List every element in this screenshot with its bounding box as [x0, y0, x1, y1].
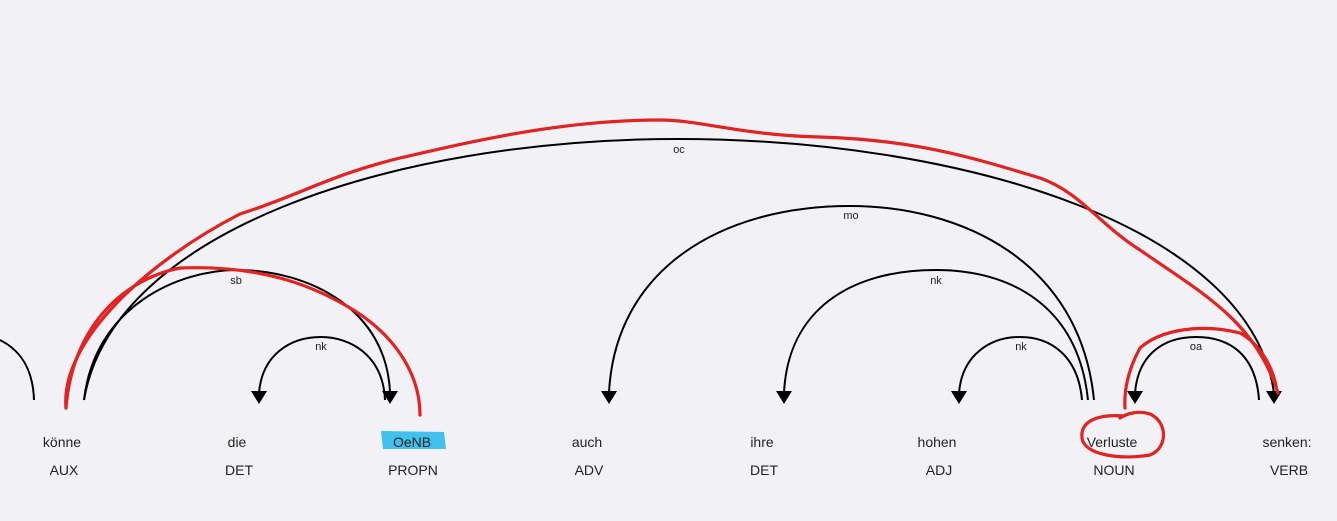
partial-arc-left	[0, 339, 35, 401]
red-stroke-oa	[1123, 326, 1278, 410]
arc-label-oa: oa	[1190, 341, 1203, 353]
arrowhead-oa	[1127, 391, 1143, 404]
token-word-senken: senken:	[1262, 434, 1311, 450]
arrowhead-oc	[1266, 391, 1282, 404]
arc-label-nk-die: nk	[315, 341, 327, 353]
red-stroke-sb	[64, 266, 422, 417]
token-word-verluste: Verluste	[1087, 434, 1138, 450]
arc-mo	[608, 204, 1095, 401]
token-tag-adj: ADJ	[926, 462, 952, 478]
token-tag-verb: VERB	[1270, 462, 1308, 478]
arc-oc	[83, 137, 1275, 401]
arc-label-oc: oc	[673, 144, 685, 156]
token-tag-det: DET	[225, 462, 253, 478]
arc-nk-ihre	[783, 268, 1089, 401]
arc-nk-die	[258, 335, 386, 401]
tokens-layer: könne AUX die DET OeNB PROPN auch ADV ih…	[43, 434, 1312, 478]
arcs-layer: oc sb nk mo nk nk oa	[83, 137, 1282, 404]
token-word-hohen: hohen	[918, 434, 957, 450]
arc-label-sb: sb	[230, 275, 242, 287]
token-tag-adv: ADV	[575, 462, 604, 478]
arc-label-nk-hohen: nk	[1015, 341, 1027, 353]
annotation-layer	[64, 118, 1280, 459]
token-word-auch: auch	[572, 434, 602, 450]
arc-label-mo: mo	[843, 210, 858, 222]
arrowhead-mo	[601, 391, 617, 404]
token-tag-aux: AUX	[50, 462, 79, 478]
token-word-oenb: OeNB	[393, 434, 431, 450]
arrowhead-nk-hohen	[951, 391, 967, 404]
arrowhead-nk-die	[251, 391, 267, 404]
token-tag-propn: PROPN	[388, 462, 438, 478]
red-stroke-oc	[64, 118, 1280, 410]
arrowhead-nk-ihre	[776, 391, 792, 404]
token-word-koenne: könne	[43, 434, 81, 450]
token-tag-det-2: DET	[750, 462, 778, 478]
token-highlight	[381, 431, 446, 449]
arrowhead-sb	[382, 391, 398, 404]
arc-nk-hohen	[958, 335, 1083, 401]
arc-label-nk-ihre: nk	[930, 275, 942, 287]
red-circle-verluste	[1080, 410, 1165, 459]
token-word-ihre: ihre	[750, 434, 774, 450]
token-tag-noun: NOUN	[1093, 462, 1134, 478]
arc-oa	[1134, 335, 1260, 401]
token-word-die: die	[228, 434, 247, 450]
